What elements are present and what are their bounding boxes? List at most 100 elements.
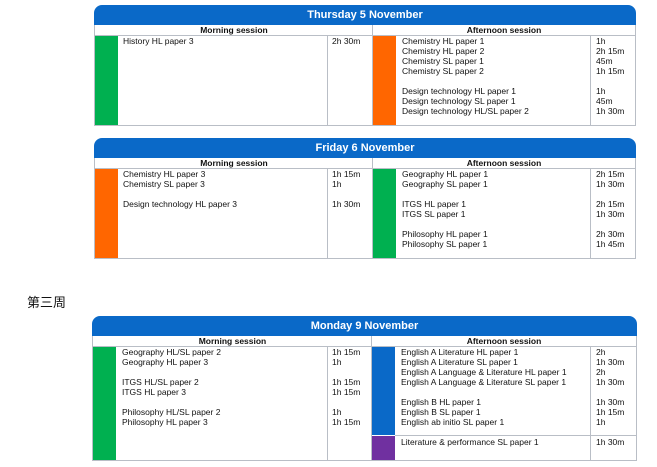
- afternoon-exam-list: English A Literature HL paper 1 English …: [401, 347, 567, 427]
- exam-name: Chemistry HL paper 3: [123, 169, 206, 179]
- exam-duration: 1h: [332, 179, 342, 189]
- column-divider: [327, 347, 328, 460]
- morning-exam-list: Geography HL/SL paper 2 Geography HL pap…: [122, 347, 221, 427]
- afternoon-time-list: 2h 1h 30m 2h 1h 30m 1h 30m 1h 15m 1h: [596, 347, 624, 427]
- column-divider: [590, 169, 591, 258]
- afternoon-exam-list: Geography HL paper 1 Geography SL paper …: [402, 169, 488, 249]
- exam-duration: 2h 15m: [596, 199, 625, 209]
- exam-duration: 1h 15m: [332, 169, 361, 179]
- exam-name: [402, 219, 488, 229]
- exam-name: [122, 367, 221, 377]
- afternoon-exam-list: Chemistry HL paper 1 Chemistry HL paper …: [402, 36, 529, 116]
- morning-exam-list: History HL paper 3: [123, 36, 194, 46]
- day-table: Morning session Afternoon session Geogra…: [92, 336, 637, 461]
- exam-name: [401, 387, 567, 397]
- day-block-monday: Monday 9 November Morning session Aftern…: [92, 316, 637, 461]
- morning-color-bar: [93, 347, 116, 460]
- exam-duration: 1h 30m: [596, 397, 625, 407]
- exam-duration: [332, 189, 360, 199]
- exam-name: Geography HL paper 3: [122, 357, 209, 367]
- exam-duration: 2h 30m: [596, 229, 625, 239]
- exam-name: English A Literature SL paper 1: [401, 357, 518, 367]
- exam-name: Philosophy HL paper 1: [402, 229, 488, 239]
- exam-name: Design technology SL paper 1: [402, 96, 516, 106]
- morning-header: Morning session: [95, 158, 373, 169]
- exam-name: [123, 189, 237, 199]
- exam-duration: 1h 15m: [332, 347, 361, 357]
- exam-name: Geography HL/SL paper 2: [122, 347, 221, 357]
- exam-duration: 1h: [596, 417, 606, 427]
- exam-duration: 1h 45m: [596, 239, 625, 249]
- exam-duration: 2h 15m: [596, 169, 625, 179]
- exam-name: Design technology HL/SL paper 2: [402, 106, 529, 116]
- column-divider: [327, 169, 328, 258]
- exam-duration: 1h: [596, 36, 606, 46]
- exam-name: English ab initio SL paper 1: [401, 417, 505, 427]
- exam-duration: 1h 15m: [332, 377, 361, 387]
- afternoon-header: Afternoon session: [373, 25, 635, 36]
- exam-name: [122, 397, 221, 407]
- exam-name: Design technology HL paper 1: [402, 86, 517, 96]
- exam-duration: 1h 30m: [596, 179, 625, 189]
- morning-time-list: 1h 15m 1h 1h 15m 1h 15m 1h 1h 15m: [332, 347, 360, 427]
- exam-name: ITGS HL/SL paper 2: [122, 377, 199, 387]
- exam-name: English B HL paper 1: [401, 397, 482, 407]
- exam-duration: 1h 30m: [596, 209, 625, 219]
- exam-name: [402, 189, 488, 199]
- week-label: 第三周: [27, 296, 67, 311]
- day-block-friday: Friday 6 November Morning session Aftern…: [94, 138, 636, 259]
- afternoon-header: Afternoon session: [372, 336, 636, 347]
- afternoon-extra-time-list: 1h 30m: [596, 437, 624, 447]
- session-divider: [372, 158, 373, 258]
- exam-name: History HL paper 3: [123, 36, 194, 46]
- exam-name: Chemistry SL paper 1: [402, 56, 484, 66]
- exam-name: ITGS HL paper 3: [122, 387, 186, 397]
- exam-name: Philosophy SL paper 1: [402, 239, 488, 249]
- exam-name: English B SL paper 1: [401, 407, 481, 417]
- afternoon-time-list: 2h 15m 1h 30m 2h 15m 1h 30m 2h 30m 1h 45…: [596, 169, 624, 249]
- day-table: Morning session Afternoon session Chemis…: [94, 158, 636, 259]
- afternoon-color-bar: [373, 169, 396, 258]
- exam-name: English A Literature HL paper 1: [401, 347, 519, 357]
- exam-name: Chemistry HL paper 1: [402, 36, 485, 46]
- exam-duration: 1h 30m: [596, 357, 625, 367]
- day-title: Friday 6 November: [94, 138, 636, 158]
- exam-name: Chemistry SL paper 3: [123, 179, 205, 189]
- exam-name: Chemistry SL paper 2: [402, 66, 484, 76]
- morning-color-bar: [95, 169, 118, 258]
- morning-exam-list: Chemistry HL paper 3 Chemistry SL paper …: [123, 169, 237, 209]
- exam-duration: [596, 219, 624, 229]
- exam-duration: 1h 30m: [596, 106, 625, 116]
- exam-duration: 1h 15m: [332, 387, 361, 397]
- exam-duration: [596, 189, 624, 199]
- exam-duration: 1h: [332, 357, 342, 367]
- exam-duration: 1h 15m: [596, 66, 625, 76]
- morning-header: Morning session: [95, 25, 373, 36]
- day-title: Thursday 5 November: [94, 5, 636, 25]
- morning-time-list: 2h 30m: [332, 36, 360, 46]
- exam-duration: [596, 76, 624, 86]
- exam-duration: [332, 397, 360, 407]
- exam-name: [402, 76, 529, 86]
- exam-name: Geography SL paper 1: [402, 179, 488, 189]
- row-divider: [395, 435, 636, 436]
- day-block-thursday: Thursday 5 November Morning session Afte…: [94, 5, 636, 126]
- afternoon-time-list: 1h 2h 15m 45m 1h 15m 1h 45m 1h 30m: [596, 36, 624, 116]
- afternoon-extra-exam-list: Literature & performance SL paper 1: [401, 437, 539, 447]
- exam-name: Literature & performance SL paper 1: [401, 437, 539, 447]
- morning-header: Morning session: [93, 336, 372, 347]
- exam-duration: 1h 30m: [596, 377, 625, 387]
- exam-duration: 2h 15m: [596, 46, 625, 56]
- exam-name: Design technology HL paper 3: [123, 199, 238, 209]
- exam-duration: 45m: [596, 96, 613, 106]
- exam-name: English A Language & Literature SL paper…: [401, 377, 567, 387]
- exam-duration: 1h: [596, 86, 606, 96]
- exam-duration: 1h 15m: [332, 417, 361, 427]
- session-divider: [371, 336, 372, 460]
- exam-duration: 2h: [596, 367, 606, 377]
- exam-duration: [596, 387, 624, 397]
- afternoon-color-bar: [372, 347, 395, 435]
- exam-duration: 1h 15m: [596, 407, 625, 417]
- exam-duration: 2h: [596, 347, 606, 357]
- day-title: Monday 9 November: [92, 316, 637, 336]
